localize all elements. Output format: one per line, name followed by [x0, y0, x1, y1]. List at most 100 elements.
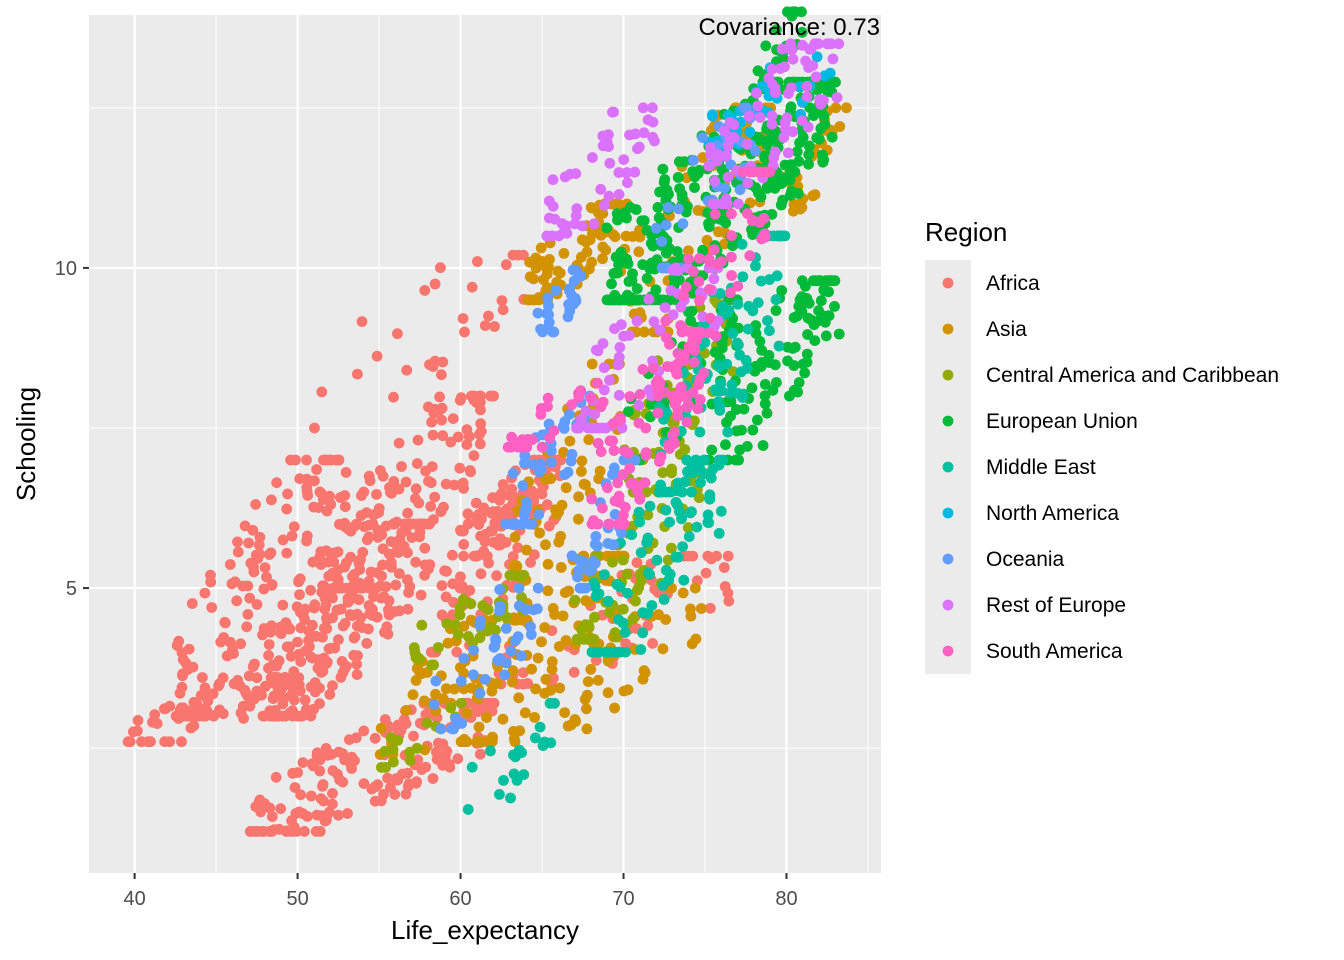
data-point	[285, 454, 296, 466]
data-point	[641, 273, 653, 284]
data-point	[692, 205, 704, 216]
data-point	[437, 738, 449, 750]
data-point	[685, 610, 697, 622]
data-point	[452, 753, 464, 765]
data-point	[693, 492, 705, 504]
data-point	[361, 638, 373, 649]
data-point	[758, 213, 770, 224]
data-point	[564, 435, 576, 447]
data-point	[248, 561, 259, 573]
data-point	[513, 744, 525, 756]
data-point	[508, 560, 520, 571]
data-point	[624, 202, 636, 213]
data-point	[546, 664, 558, 675]
data-point	[542, 558, 554, 570]
data-point	[281, 547, 293, 559]
data-point	[743, 110, 755, 122]
data-point	[569, 714, 581, 725]
data-point	[767, 384, 779, 396]
data-point	[721, 358, 733, 370]
data-point	[576, 466, 587, 477]
data-point	[327, 680, 338, 692]
legend-key	[942, 599, 954, 611]
data-point	[813, 305, 824, 317]
data-point	[363, 519, 375, 531]
data-point	[760, 40, 772, 52]
data-point	[732, 280, 744, 292]
data-point	[558, 423, 570, 434]
data-point	[423, 401, 434, 413]
data-point	[737, 166, 749, 178]
data-point	[681, 401, 693, 413]
data-point	[714, 405, 726, 416]
data-point	[773, 340, 785, 352]
data-point	[505, 792, 516, 804]
data-point	[472, 706, 484, 718]
data-point	[733, 454, 744, 466]
data-point	[416, 764, 428, 775]
data-point	[610, 251, 622, 263]
data-point	[301, 530, 313, 542]
data-point	[630, 595, 641, 607]
data-point	[315, 559, 327, 570]
data-point	[823, 310, 835, 322]
data-point	[595, 183, 607, 195]
data-point	[667, 309, 679, 321]
data-point	[388, 756, 399, 768]
data-point	[656, 486, 668, 498]
data-point	[788, 360, 800, 371]
data-point	[652, 202, 664, 213]
data-point	[726, 230, 737, 242]
data-point	[447, 578, 459, 590]
data-point	[595, 401, 607, 413]
data-point	[483, 310, 494, 322]
data-point	[315, 793, 327, 804]
data-point	[693, 276, 705, 287]
data-point	[573, 513, 584, 525]
data-point	[436, 580, 448, 591]
data-point	[224, 559, 236, 570]
data-point	[597, 502, 608, 514]
data-point	[586, 493, 598, 505]
data-point	[288, 666, 300, 677]
data-point	[149, 709, 161, 720]
data-point	[811, 132, 823, 144]
data-point	[841, 102, 852, 114]
data-point	[289, 782, 301, 793]
data-point	[766, 63, 778, 75]
data-point	[413, 653, 425, 664]
data-point	[513, 692, 525, 704]
data-point	[384, 609, 395, 621]
data-point	[554, 682, 566, 694]
data-point	[782, 147, 794, 159]
data-point	[333, 809, 344, 821]
data-point	[633, 480, 644, 492]
data-point	[536, 488, 548, 500]
data-point	[321, 812, 332, 823]
data-point	[217, 708, 229, 720]
data-point	[368, 591, 379, 602]
data-point	[229, 576, 241, 588]
data-point	[689, 345, 700, 357]
data-point	[731, 425, 742, 437]
data-point	[553, 536, 565, 548]
data-point	[164, 736, 176, 748]
data-point	[343, 582, 355, 594]
data-point	[600, 244, 612, 256]
data-point	[613, 189, 625, 200]
data-point	[309, 599, 321, 611]
data-point	[499, 669, 511, 681]
data-point	[472, 256, 483, 267]
data-point	[726, 379, 738, 391]
data-point	[644, 500, 656, 512]
data-point	[449, 619, 461, 630]
data-point	[778, 132, 790, 144]
data-point	[815, 295, 827, 307]
data-point	[489, 321, 500, 332]
data-point	[255, 806, 267, 818]
data-point	[830, 102, 842, 114]
data-point	[637, 364, 649, 375]
data-point	[602, 538, 614, 549]
data-point	[657, 467, 669, 478]
data-point	[693, 379, 704, 390]
